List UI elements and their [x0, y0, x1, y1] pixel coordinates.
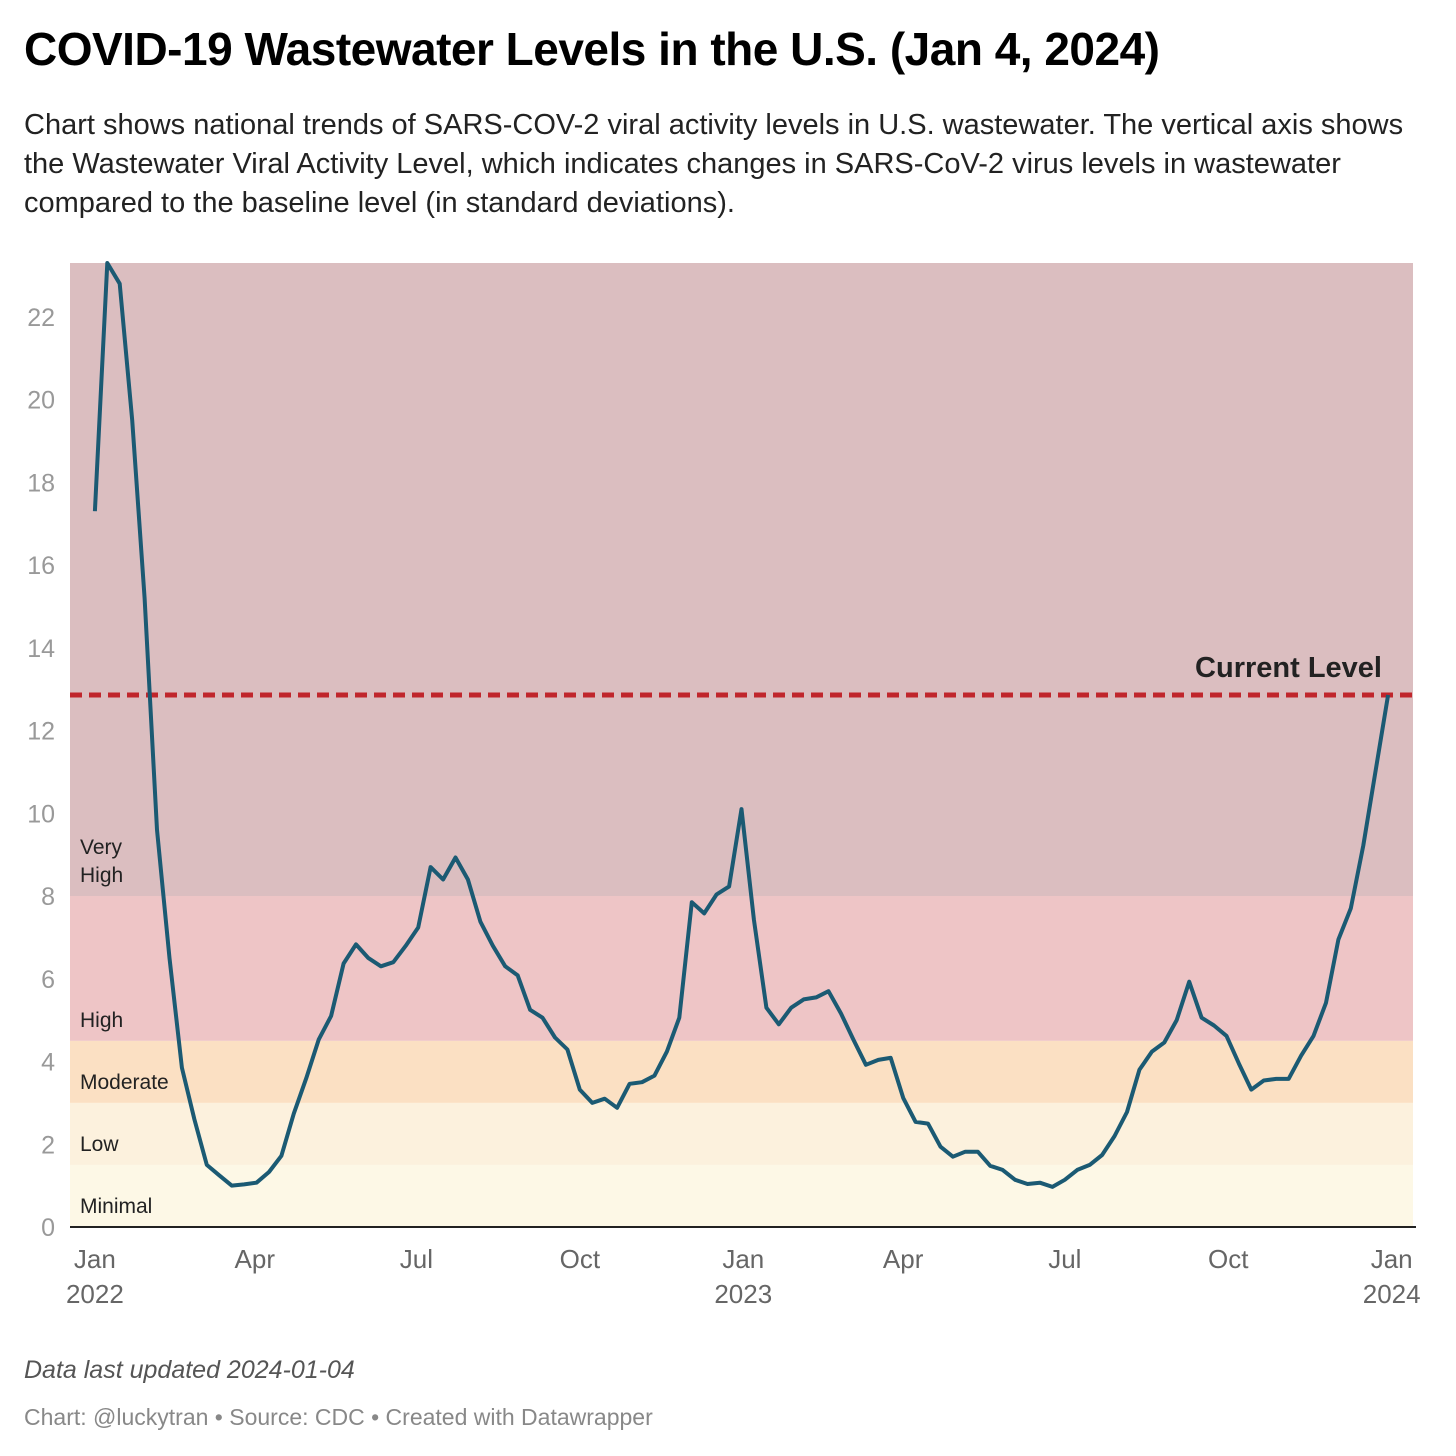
y-tick-label: 20 — [27, 387, 55, 415]
y-tick-label: 22 — [27, 304, 55, 332]
y-tick-label: 10 — [27, 800, 55, 828]
x-tick-label: Jan — [1371, 1244, 1413, 1274]
band-minimal — [70, 1164, 1413, 1227]
x-tick-label: Jul — [1048, 1244, 1081, 1274]
band-label: Moderate — [80, 1071, 169, 1094]
chart-title: COVID-19 Wastewater Levels in the U.S. (… — [24, 23, 1160, 75]
y-tick-label: 16 — [27, 552, 55, 580]
x-tick-year: 2023 — [714, 1279, 772, 1309]
x-tick-year: 2022 — [66, 1279, 124, 1309]
x-tick-year: 2024 — [1363, 1279, 1421, 1309]
x-tick-label: Jan — [74, 1244, 116, 1274]
x-tick-label: Jan — [722, 1244, 764, 1274]
y-tick-label: 2 — [41, 1131, 55, 1159]
chart-credit: Chart: @luckytran • Source: CDC • Create… — [24, 1404, 653, 1430]
band-high — [70, 896, 1413, 1041]
level-bands — [70, 263, 1413, 1227]
y-tick-label: 12 — [27, 718, 55, 746]
y-tick-label: 4 — [41, 1049, 55, 1077]
chart-subtitle: Chart shows national trends of SARS-COV-… — [24, 109, 1404, 219]
y-tick-label: 18 — [27, 469, 55, 497]
x-tick-label: Jul — [400, 1244, 433, 1274]
band-label: Minimal — [80, 1195, 152, 1218]
x-tick-label: Apr — [235, 1244, 276, 1274]
y-axis-ticks: 0 2 4 6 8 10 12 14 16 18 20 22 — [27, 304, 55, 1242]
y-tick-label: 6 — [41, 966, 55, 994]
x-tick-label: Oct — [560, 1244, 601, 1274]
data-updated-note: Data last updated 2024-01-04 — [24, 1356, 355, 1384]
y-tick-label: 14 — [27, 635, 55, 663]
series-points — [94, 262, 1389, 1187]
current-level-label: Current Level — [1195, 652, 1382, 684]
x-axis-ticks: Jan 2022 Apr Jul Oct Jan 2023 Apr Jul Oct Jan 2024 — [66, 1244, 1421, 1309]
x-tick-label: Apr — [883, 1244, 924, 1274]
x-tick-label: Oct — [1208, 1244, 1249, 1274]
band-very-high — [70, 263, 1413, 897]
band-moderate — [70, 1040, 1413, 1103]
band-label: Low — [80, 1133, 119, 1156]
band-labels: Minimal Low Moderate High Very High — [80, 836, 169, 1218]
band-label: Very — [80, 836, 123, 859]
y-tick-label: 0 — [41, 1214, 55, 1242]
band-label: High — [80, 1009, 123, 1032]
y-tick-label: 8 — [41, 883, 55, 911]
band-label: High — [80, 864, 123, 887]
band-low — [70, 1102, 1413, 1165]
